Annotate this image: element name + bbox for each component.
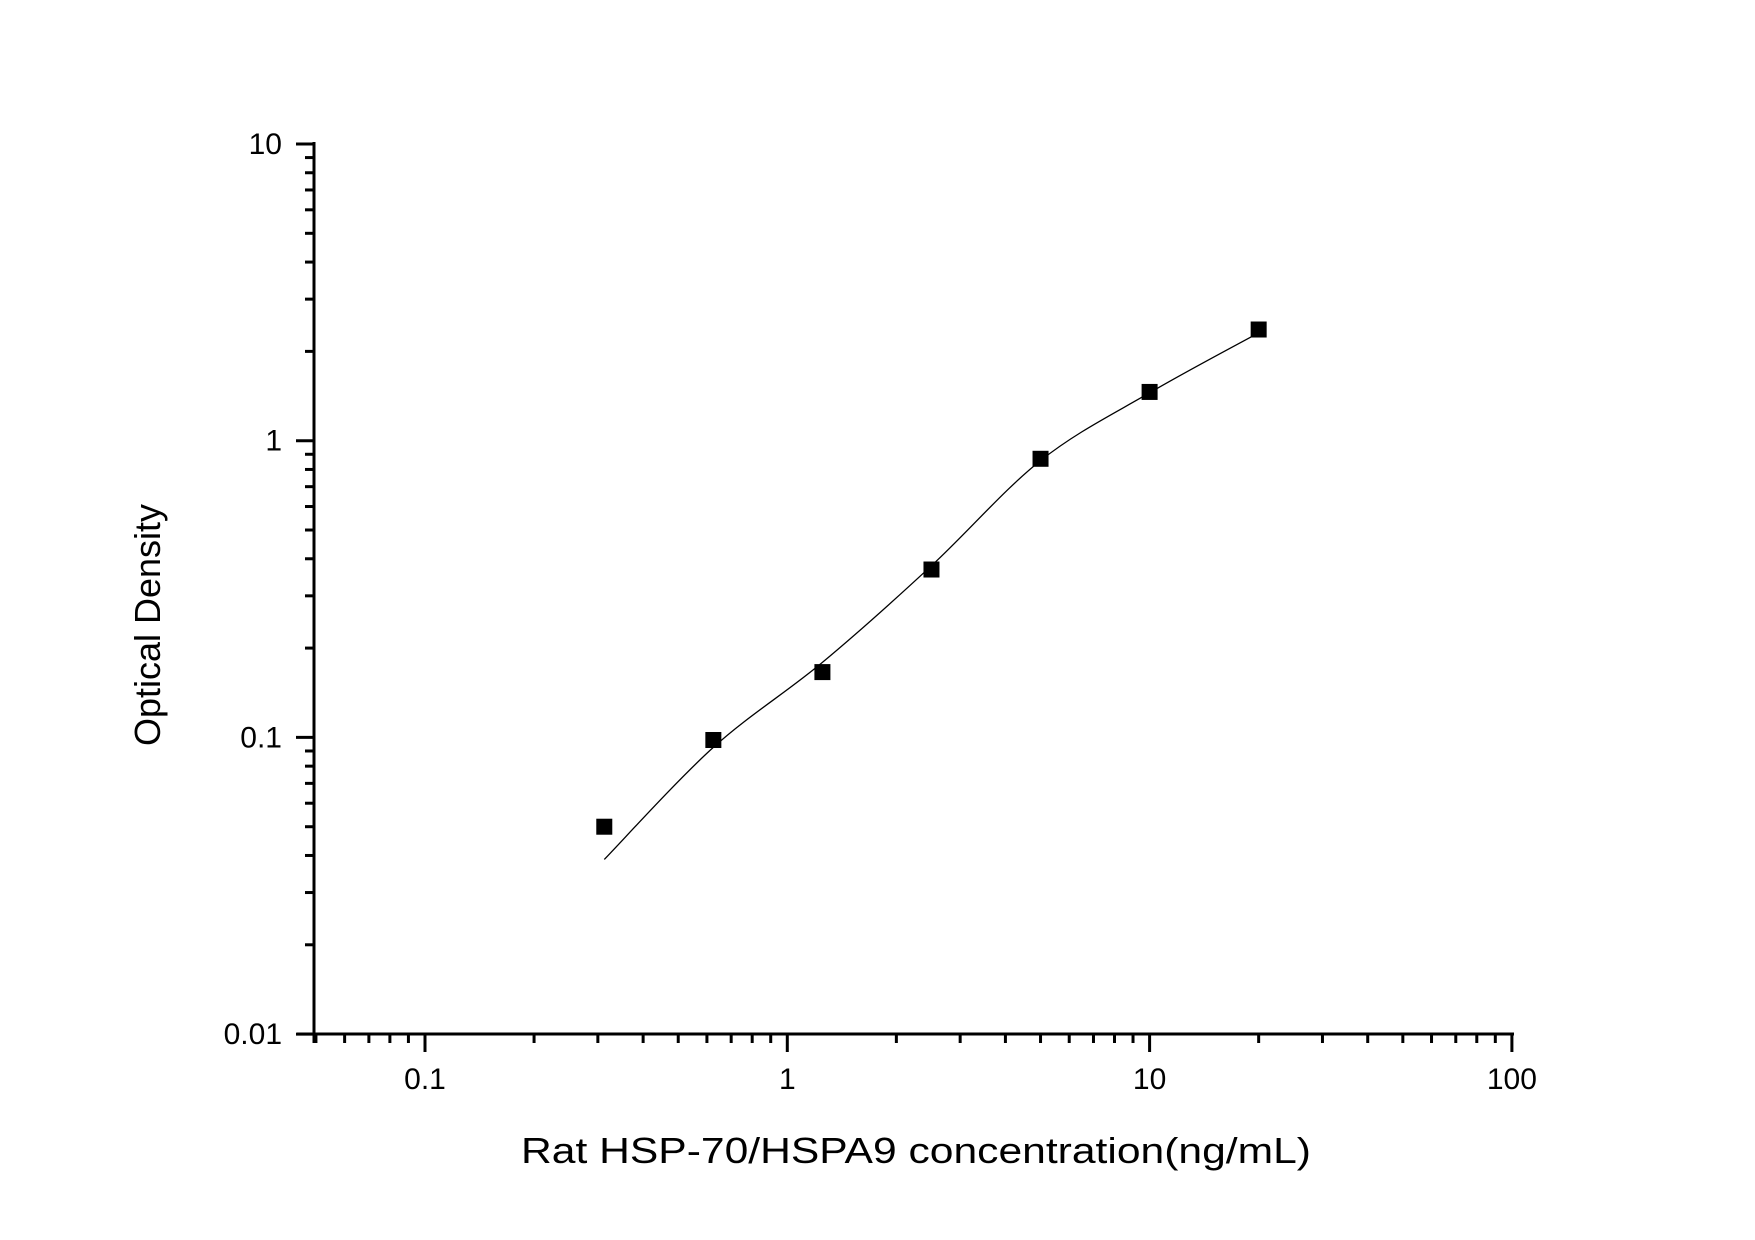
x-axis-ticks — [312, 1034, 1514, 1052]
y-axis-title: Optical Density — [127, 504, 168, 746]
y-axis-ticks — [296, 142, 314, 1036]
fitted-curve — [603, 332, 1260, 860]
y-tick-label: 1 — [265, 425, 282, 458]
x-axis-title: Rat HSP-70/HSPA9 concentration(ng/mL) — [521, 1130, 1311, 1171]
x-tick-label: 100 — [1487, 1063, 1537, 1096]
x-tick-label: 0.1 — [404, 1063, 446, 1096]
data-point-marker — [1032, 450, 1049, 467]
data-points — [596, 321, 1267, 835]
y-tick-label: 0.01 — [224, 1018, 282, 1051]
data-point-marker — [923, 561, 940, 578]
y-axis-tick-labels: 0.01 0.1 1 10 — [224, 128, 282, 1051]
y-tick-label: 0.1 — [240, 721, 282, 754]
data-point-marker — [814, 664, 831, 681]
data-point-marker — [1141, 383, 1158, 400]
plot-area: 0.1 1 10 100 0.01 0.1 1 10 — [224, 128, 1537, 1096]
data-point-marker — [705, 732, 722, 749]
x-tick-label: 1 — [779, 1063, 796, 1096]
data-point-marker — [1250, 321, 1267, 338]
data-point-marker — [596, 818, 613, 835]
x-tick-label: 10 — [1133, 1063, 1166, 1096]
x-axis-tick-labels: 0.1 1 10 100 — [404, 1063, 1537, 1096]
y-tick-label: 10 — [249, 128, 282, 161]
